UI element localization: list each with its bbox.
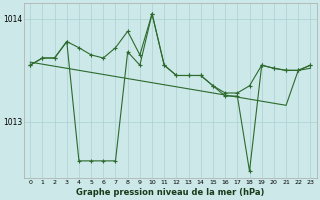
X-axis label: Graphe pression niveau de la mer (hPa): Graphe pression niveau de la mer (hPa) (76, 188, 265, 197)
